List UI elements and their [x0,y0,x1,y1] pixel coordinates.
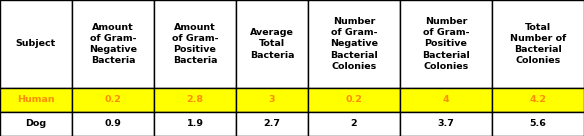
Bar [236,88,308,112]
Text: 0.2: 0.2 [346,95,363,104]
Bar [400,88,492,112]
Bar [236,112,308,136]
Bar [72,88,154,112]
Bar [154,88,236,112]
Bar [154,112,236,136]
Text: 0.9: 0.9 [105,120,121,129]
Text: Amount
of Gram-
Positive
Bacteria: Amount of Gram- Positive Bacteria [172,23,218,65]
Bar [400,0,492,88]
Text: 4.2: 4.2 [530,95,547,104]
Bar [0,88,72,112]
Bar [308,112,400,136]
Text: Average
Total
Bacteria: Average Total Bacteria [250,28,294,60]
Bar [72,112,154,136]
Bar [492,88,584,112]
Bar [0,112,72,136]
Text: 3.7: 3.7 [437,120,454,129]
Text: 2: 2 [350,120,357,129]
Bar [492,0,584,88]
Text: 3: 3 [269,95,275,104]
Text: 5.6: 5.6 [530,120,547,129]
Bar [236,0,308,88]
Text: Subject: Subject [16,39,56,49]
Text: Total
Number of
Bacterial
Colonies: Total Number of Bacterial Colonies [510,23,566,65]
Text: 0.2: 0.2 [105,95,121,104]
Text: Dog: Dog [26,120,47,129]
Text: 2.7: 2.7 [263,120,280,129]
Bar [308,88,400,112]
Text: Human: Human [17,95,55,104]
Bar [154,0,236,88]
Bar [308,0,400,88]
Bar [400,112,492,136]
Bar [492,112,584,136]
Text: 4: 4 [443,95,449,104]
Text: 1.9: 1.9 [186,120,203,129]
Bar [72,0,154,88]
Text: 2.8: 2.8 [186,95,204,104]
Text: Amount
of Gram-
Negative
Bacteria: Amount of Gram- Negative Bacteria [89,23,137,65]
Text: Number
of Gram-
Negative
Bacterial
Colonies: Number of Gram- Negative Bacterial Colon… [330,17,378,71]
Bar [0,0,72,88]
Text: Number
of Gram-
Positive
Bacterial
Colonies: Number of Gram- Positive Bacterial Colon… [422,17,470,71]
